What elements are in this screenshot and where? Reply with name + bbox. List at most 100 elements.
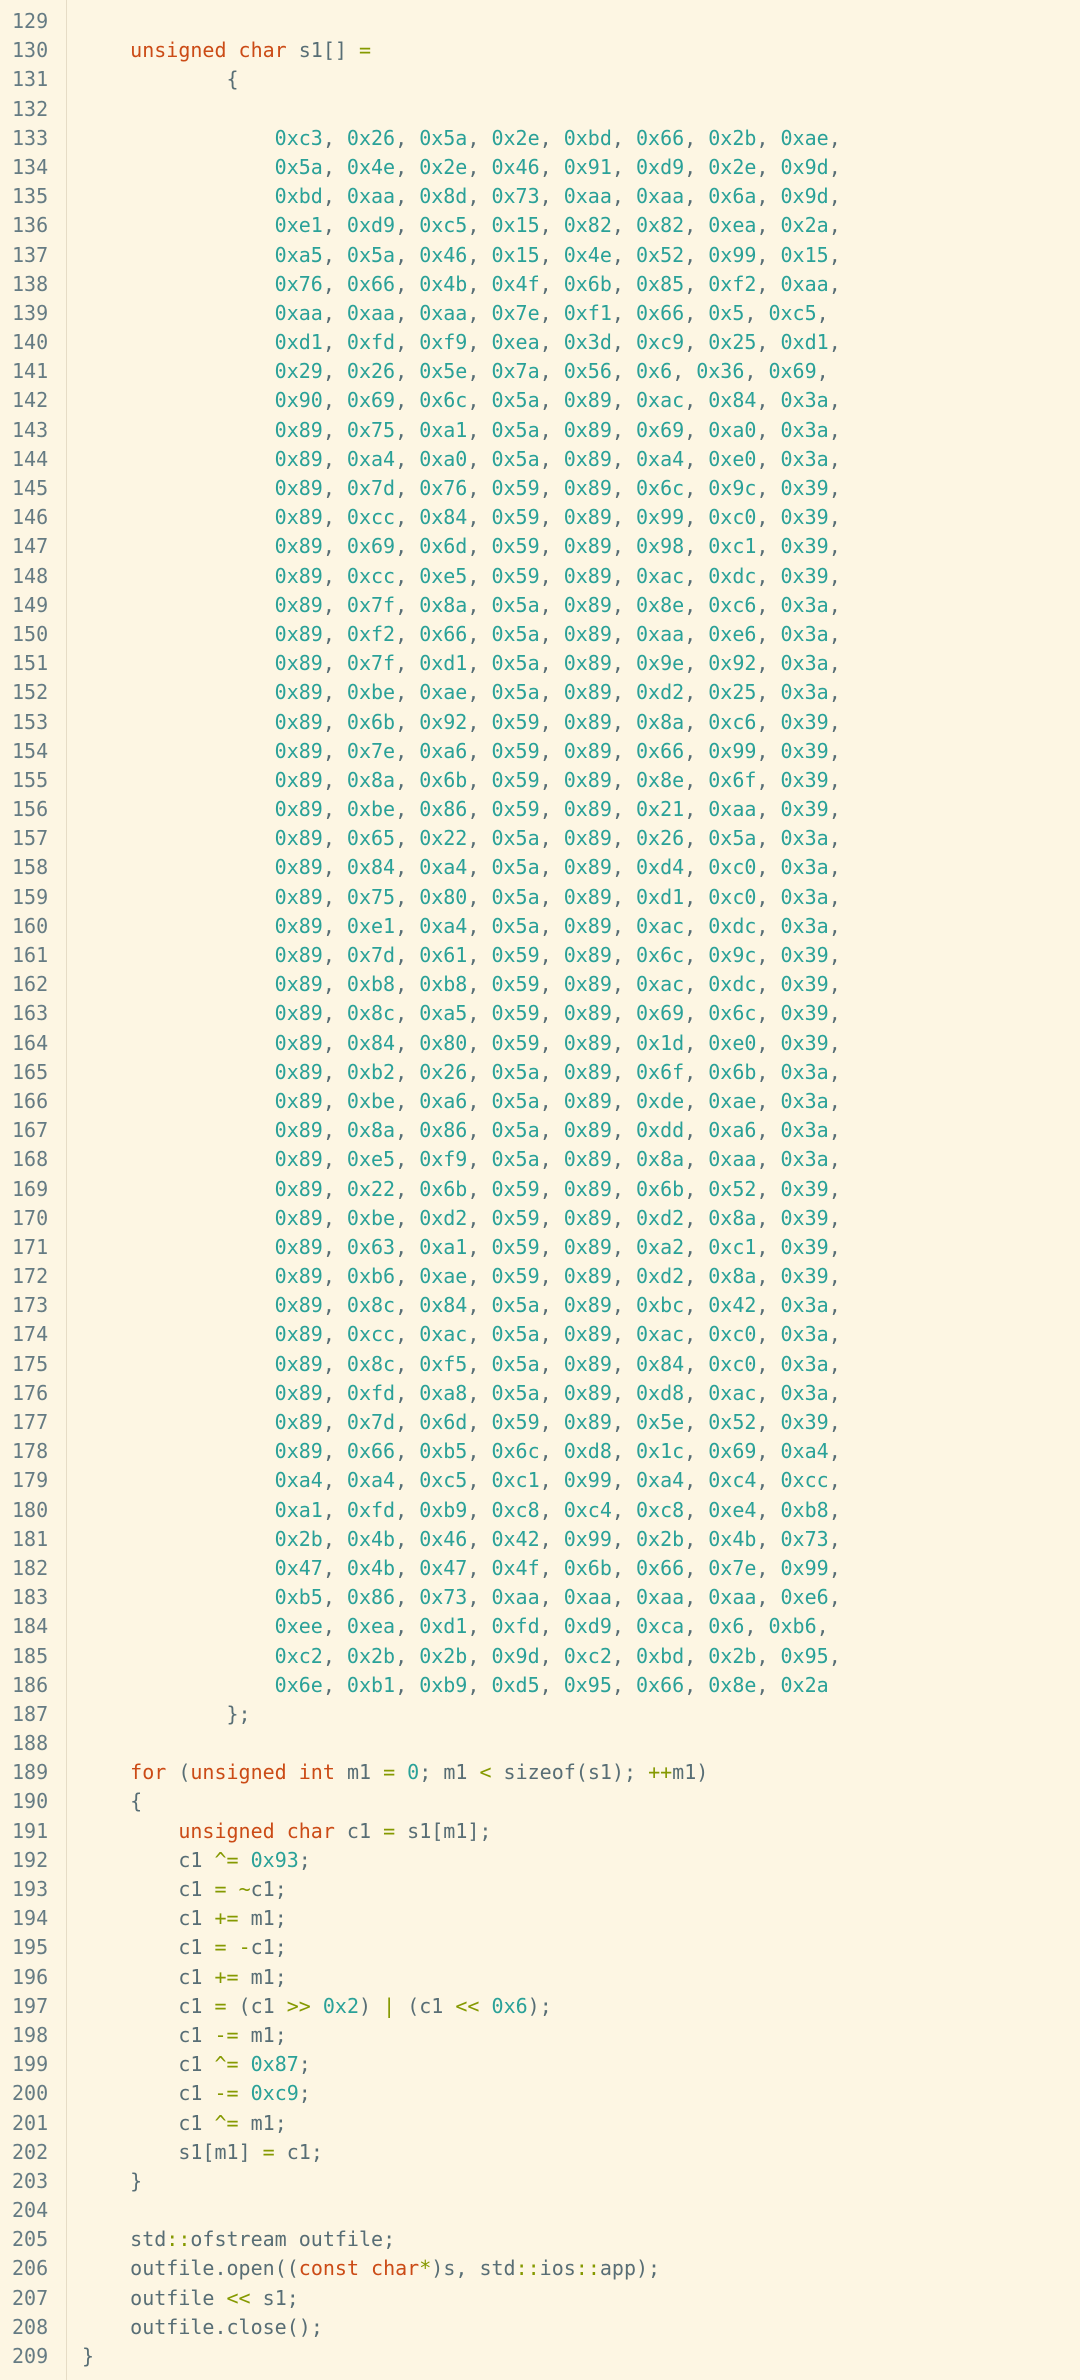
- code-line[interactable]: 184 0xee, 0xea, 0xd1, 0xfd, 0xd9, 0xca, …: [0, 1612, 1080, 1641]
- code-line[interactable]: 166 0x89, 0xbe, 0xa6, 0x5a, 0x89, 0xde, …: [0, 1087, 1080, 1116]
- code-line[interactable]: 161 0x89, 0x7d, 0x61, 0x59, 0x89, 0x6c, …: [0, 941, 1080, 970]
- line-number: 207: [12, 2285, 49, 2310]
- code-line[interactable]: 147 0x89, 0x69, 0x6d, 0x59, 0x89, 0x98, …: [0, 532, 1080, 561]
- code-line[interactable]: 207 outfile << s1;: [0, 2284, 1080, 2313]
- code-line[interactable]: 201 c1 ^= m1;: [0, 2109, 1080, 2138]
- code-line[interactable]: 208 outfile.close();: [0, 2313, 1080, 2342]
- code-line[interactable]: 140 0xd1, 0xfd, 0xf9, 0xea, 0x3d, 0xc9, …: [0, 328, 1080, 357]
- code-line[interactable]: 190 {: [0, 1787, 1080, 1816]
- code-line[interactable]: 189 for (unsigned int m1 = 0; m1 < sizeo…: [0, 1758, 1080, 1787]
- code-line[interactable]: 170 0x89, 0xbe, 0xd2, 0x59, 0x89, 0xd2, …: [0, 1204, 1080, 1233]
- code-line[interactable]: 141 0x29, 0x26, 0x5e, 0x7a, 0x56, 0x6, 0…: [0, 357, 1080, 386]
- code-line[interactable]: 142 0x90, 0x69, 0x6c, 0x5a, 0x89, 0xac, …: [0, 386, 1080, 415]
- code-line[interactable]: 130 unsigned char s1[] =: [0, 36, 1080, 65]
- code-line[interactable]: 151 0x89, 0x7f, 0xd1, 0x5a, 0x89, 0x9e, …: [0, 649, 1080, 678]
- code-line[interactable]: 155 0x89, 0x8a, 0x6b, 0x59, 0x89, 0x8e, …: [0, 766, 1080, 795]
- code-line[interactable]: 206 outfile.open((const char*)s, std::io…: [0, 2254, 1080, 2283]
- code-line[interactable]: 157 0x89, 0x65, 0x22, 0x5a, 0x89, 0x26, …: [0, 824, 1080, 853]
- code-line[interactable]: 174 0x89, 0xcc, 0xac, 0x5a, 0x89, 0xac, …: [0, 1320, 1080, 1349]
- code-line[interactable]: 193 c1 = ~c1;: [0, 1875, 1080, 1904]
- code-line[interactable]: 192 c1 ^= 0x93;: [0, 1846, 1080, 1875]
- line-number: 151: [12, 651, 49, 676]
- code-line[interactable]: 138 0x76, 0x66, 0x4b, 0x4f, 0x6b, 0x85, …: [0, 270, 1080, 299]
- code-line[interactable]: 133 0xc3, 0x26, 0x5a, 0x2e, 0xbd, 0x66, …: [0, 124, 1080, 153]
- code-line[interactable]: 159 0x89, 0x75, 0x80, 0x5a, 0x89, 0xd1, …: [0, 883, 1080, 912]
- code-line[interactable]: 132: [0, 95, 1080, 124]
- code-line[interactable]: 146 0x89, 0xcc, 0x84, 0x59, 0x89, 0x99, …: [0, 503, 1080, 532]
- code-line[interactable]: 136 0xe1, 0xd9, 0xc5, 0x15, 0x82, 0x82, …: [0, 211, 1080, 240]
- code-line[interactable]: 165 0x89, 0xb2, 0x26, 0x5a, 0x89, 0x6f, …: [0, 1058, 1080, 1087]
- code-line[interactable]: 144 0x89, 0xa4, 0xa0, 0x5a, 0x89, 0xa4, …: [0, 445, 1080, 474]
- code-line[interactable]: 181 0x2b, 0x4b, 0x46, 0x42, 0x99, 0x2b, …: [0, 1525, 1080, 1554]
- line-text: c1 += m1;: [178, 1964, 287, 1989]
- code-line[interactable]: 195 c1 = -c1;: [0, 1933, 1080, 1962]
- line-text: 0x89, 0xa4, 0xa0, 0x5a, 0x89, 0xa4, 0xe0…: [274, 446, 841, 471]
- code-line[interactable]: 179 0xa4, 0xa4, 0xc5, 0xc1, 0x99, 0xa4, …: [0, 1466, 1080, 1495]
- code-area[interactable]: 129 130 unsigned char s1[] = 131 {132 133 0…: [0, 7, 1080, 2371]
- code-line[interactable]: 143 0x89, 0x75, 0xa1, 0x5a, 0x89, 0x69, …: [0, 416, 1080, 445]
- code-line[interactable]: 183 0xb5, 0x86, 0x73, 0xaa, 0xaa, 0xaa, …: [0, 1583, 1080, 1612]
- code-line[interactable]: 131 {: [0, 65, 1080, 94]
- line-text: 0x89, 0x69, 0x6d, 0x59, 0x89, 0x98, 0xc1…: [274, 534, 841, 559]
- line-text: 0x89, 0xbe, 0x86, 0x59, 0x89, 0x21, 0xaa…: [274, 797, 841, 822]
- code-line[interactable]: 152 0x89, 0xbe, 0xae, 0x5a, 0x89, 0xd2, …: [0, 678, 1080, 707]
- code-line[interactable]: 203 }: [0, 2167, 1080, 2196]
- code-line[interactable]: 175 0x89, 0x8c, 0xf5, 0x5a, 0x89, 0x84, …: [0, 1350, 1080, 1379]
- code-line[interactable]: 149 0x89, 0x7f, 0x8a, 0x5a, 0x89, 0x8e, …: [0, 591, 1080, 620]
- code-line[interactable]: 168 0x89, 0xe5, 0xf9, 0x5a, 0x89, 0x8a, …: [0, 1145, 1080, 1174]
- code-line[interactable]: 209}: [0, 2342, 1080, 2371]
- code-line[interactable]: 156 0x89, 0xbe, 0x86, 0x59, 0x89, 0x21, …: [0, 795, 1080, 824]
- line-number: 131: [12, 67, 49, 92]
- code-line[interactable]: 164 0x89, 0x84, 0x80, 0x59, 0x89, 0x1d, …: [0, 1029, 1080, 1058]
- code-line[interactable]: 198 c1 -= m1;: [0, 2021, 1080, 2050]
- code-line[interactable]: 158 0x89, 0x84, 0xa4, 0x5a, 0x89, 0xd4, …: [0, 853, 1080, 882]
- code-line[interactable]: 135 0xbd, 0xaa, 0x8d, 0x73, 0xaa, 0xaa, …: [0, 182, 1080, 211]
- code-line[interactable]: 139 0xaa, 0xaa, 0xaa, 0x7e, 0xf1, 0x66, …: [0, 299, 1080, 328]
- code-line[interactable]: 187 };: [0, 1700, 1080, 1729]
- code-line[interactable]: 196 c1 += m1;: [0, 1963, 1080, 1992]
- code-line[interactable]: 199 c1 ^= 0x87;: [0, 2050, 1080, 2079]
- code-line[interactable]: 167 0x89, 0x8a, 0x86, 0x5a, 0x89, 0xdd, …: [0, 1116, 1080, 1145]
- code-line[interactable]: 162 0x89, 0xb8, 0xb8, 0x59, 0x89, 0xac, …: [0, 970, 1080, 999]
- line-text: 0x89, 0xcc, 0x84, 0x59, 0x89, 0x99, 0xc0…: [274, 505, 841, 530]
- code-line[interactable]: 200 c1 -= 0xc9;: [0, 2079, 1080, 2108]
- code-line[interactable]: 182 0x47, 0x4b, 0x47, 0x4f, 0x6b, 0x66, …: [0, 1554, 1080, 1583]
- code-line[interactable]: 205 std::ofstream outfile;: [0, 2225, 1080, 2254]
- code-line[interactable]: 150 0x89, 0xf2, 0x66, 0x5a, 0x89, 0xaa, …: [0, 620, 1080, 649]
- code-line[interactable]: 134 0x5a, 0x4e, 0x2e, 0x46, 0x91, 0xd9, …: [0, 153, 1080, 182]
- code-line[interactable]: 129: [0, 7, 1080, 36]
- code-line[interactable]: 177 0x89, 0x7d, 0x6d, 0x59, 0x89, 0x5e, …: [0, 1408, 1080, 1437]
- line-text: 0x89, 0x63, 0xa1, 0x59, 0x89, 0xa2, 0xc1…: [274, 1234, 841, 1259]
- code-line[interactable]: 180 0xa1, 0xfd, 0xb9, 0xc8, 0xc4, 0xc8, …: [0, 1496, 1080, 1525]
- code-line[interactable]: 204: [0, 2196, 1080, 2225]
- code-line[interactable]: 188: [0, 1729, 1080, 1758]
- line-number: 209: [12, 2344, 49, 2368]
- line-number: 129: [12, 9, 49, 33]
- line-text: {: [82, 1789, 143, 1814]
- code-line[interactable]: 197 c1 = (c1 >> 0x2) | (c1 << 0x6);: [0, 1992, 1080, 2021]
- line-number: 190: [12, 1789, 49, 1814]
- code-line[interactable]: 171 0x89, 0x63, 0xa1, 0x59, 0x89, 0xa2, …: [0, 1233, 1080, 1262]
- code-line[interactable]: 137 0xa5, 0x5a, 0x46, 0x15, 0x4e, 0x52, …: [0, 241, 1080, 270]
- code-line[interactable]: 176 0x89, 0xfd, 0xa8, 0x5a, 0x89, 0xd8, …: [0, 1379, 1080, 1408]
- code-line[interactable]: 160 0x89, 0xe1, 0xa4, 0x5a, 0x89, 0xac, …: [0, 912, 1080, 941]
- line-text: 0x89, 0xbe, 0xd2, 0x59, 0x89, 0xd2, 0x8a…: [274, 1205, 841, 1230]
- code-line[interactable]: 148 0x89, 0xcc, 0xe5, 0x59, 0x89, 0xac, …: [0, 562, 1080, 591]
- code-line[interactable]: 173 0x89, 0x8c, 0x84, 0x5a, 0x89, 0xbc, …: [0, 1291, 1080, 1320]
- code-line[interactable]: 185 0xc2, 0x2b, 0x2b, 0x9d, 0xc2, 0xbd, …: [0, 1642, 1080, 1671]
- code-line[interactable]: 145 0x89, 0x7d, 0x76, 0x59, 0x89, 0x6c, …: [0, 474, 1080, 503]
- code-line[interactable]: 169 0x89, 0x22, 0x6b, 0x59, 0x89, 0x6b, …: [0, 1175, 1080, 1204]
- code-line[interactable]: 172 0x89, 0xb6, 0xae, 0x59, 0x89, 0xd2, …: [0, 1262, 1080, 1291]
- code-line[interactable]: 191 unsigned char c1 = s1[m1];: [0, 1817, 1080, 1846]
- code-line[interactable]: 194 c1 += m1;: [0, 1904, 1080, 1933]
- code-line[interactable]: 178 0x89, 0x66, 0xb5, 0x6c, 0xd8, 0x1c, …: [0, 1437, 1080, 1466]
- code-line[interactable]: 154 0x89, 0x7e, 0xa6, 0x59, 0x89, 0x66, …: [0, 737, 1080, 766]
- line-number: 146: [12, 505, 49, 530]
- code-line[interactable]: 153 0x89, 0x6b, 0x92, 0x59, 0x89, 0x8a, …: [0, 708, 1080, 737]
- line-number: 156: [12, 797, 49, 822]
- line-number: 148: [12, 563, 49, 588]
- code-line[interactable]: 202 s1[m1] = c1;: [0, 2138, 1080, 2167]
- code-line[interactable]: 163 0x89, 0x8c, 0xa5, 0x59, 0x89, 0x69, …: [0, 999, 1080, 1028]
- code-line[interactable]: 186 0x6e, 0xb1, 0xb9, 0xd5, 0x95, 0x66, …: [0, 1671, 1080, 1700]
